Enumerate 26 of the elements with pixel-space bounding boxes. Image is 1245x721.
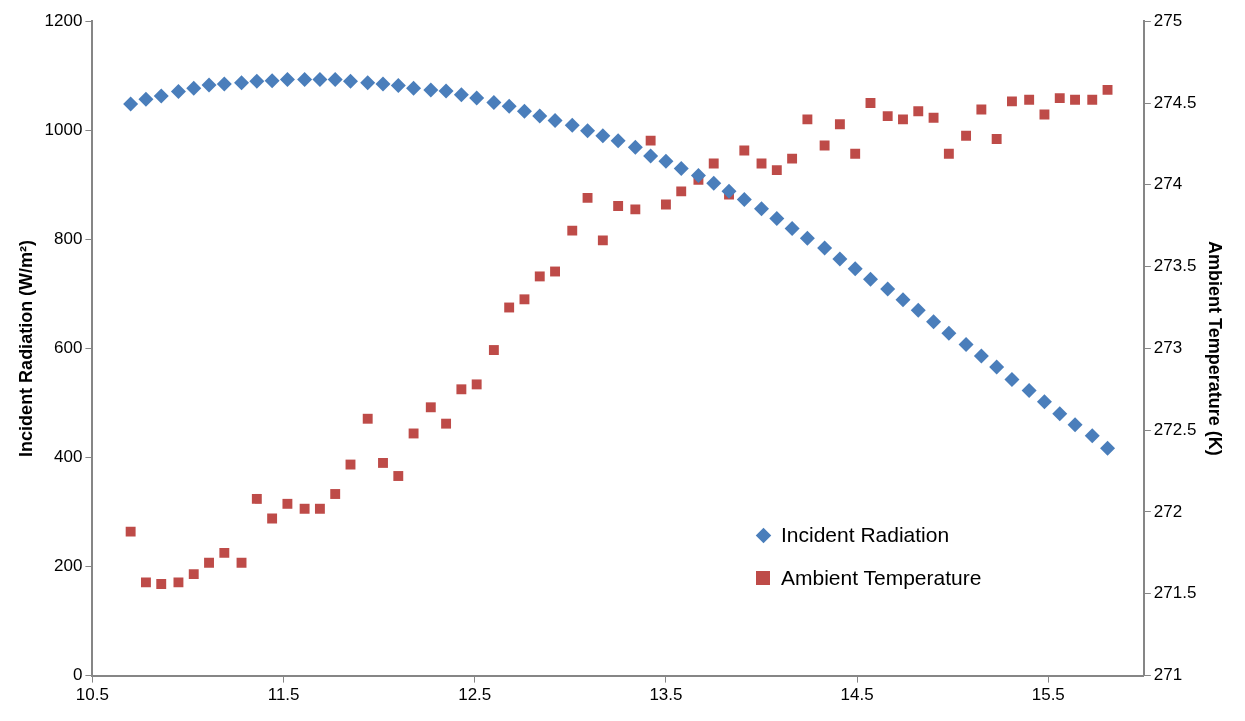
y-tick-label: 600 xyxy=(54,338,83,358)
y-tick-label: 1000 xyxy=(44,119,83,139)
x-tick-label: 11.5 xyxy=(267,685,300,705)
y2-tick-label: 273 xyxy=(1153,338,1183,358)
y2-tick-label: 271 xyxy=(1153,665,1183,685)
y2-tick-label: 274.5 xyxy=(1153,92,1197,112)
y2-tick-label: 272 xyxy=(1153,501,1183,521)
legend-label: Ambient Temperature xyxy=(781,566,982,590)
x-tick-label: 14.5 xyxy=(840,685,874,705)
x-tick-label: 10.5 xyxy=(75,685,109,705)
y2-tick-label: 274 xyxy=(1153,174,1183,194)
x-tick-label: 13.5 xyxy=(649,685,683,705)
y2-tick-label: 272.5 xyxy=(1153,419,1197,439)
y-tick-label: 400 xyxy=(54,447,83,467)
y2-tick-label: 273.5 xyxy=(1153,256,1197,276)
y-axis-title: Incident Radiation (W/m²) xyxy=(15,239,36,457)
x-tick-label: 12.5 xyxy=(458,685,492,705)
x-tick-label: 15.5 xyxy=(1031,685,1065,705)
legend-label: Incident Radiation xyxy=(781,523,950,547)
y2-tick-label: 271.5 xyxy=(1153,583,1197,603)
y-tick-label: 200 xyxy=(54,556,83,576)
y-tick-label: 1200 xyxy=(44,10,83,30)
y-tick-label: 800 xyxy=(54,229,83,249)
y2-tick-label: 275 xyxy=(1153,10,1183,30)
y2-axis-title: Ambient Temperature (K) xyxy=(1205,241,1226,456)
y-tick-label: 0 xyxy=(72,665,83,685)
